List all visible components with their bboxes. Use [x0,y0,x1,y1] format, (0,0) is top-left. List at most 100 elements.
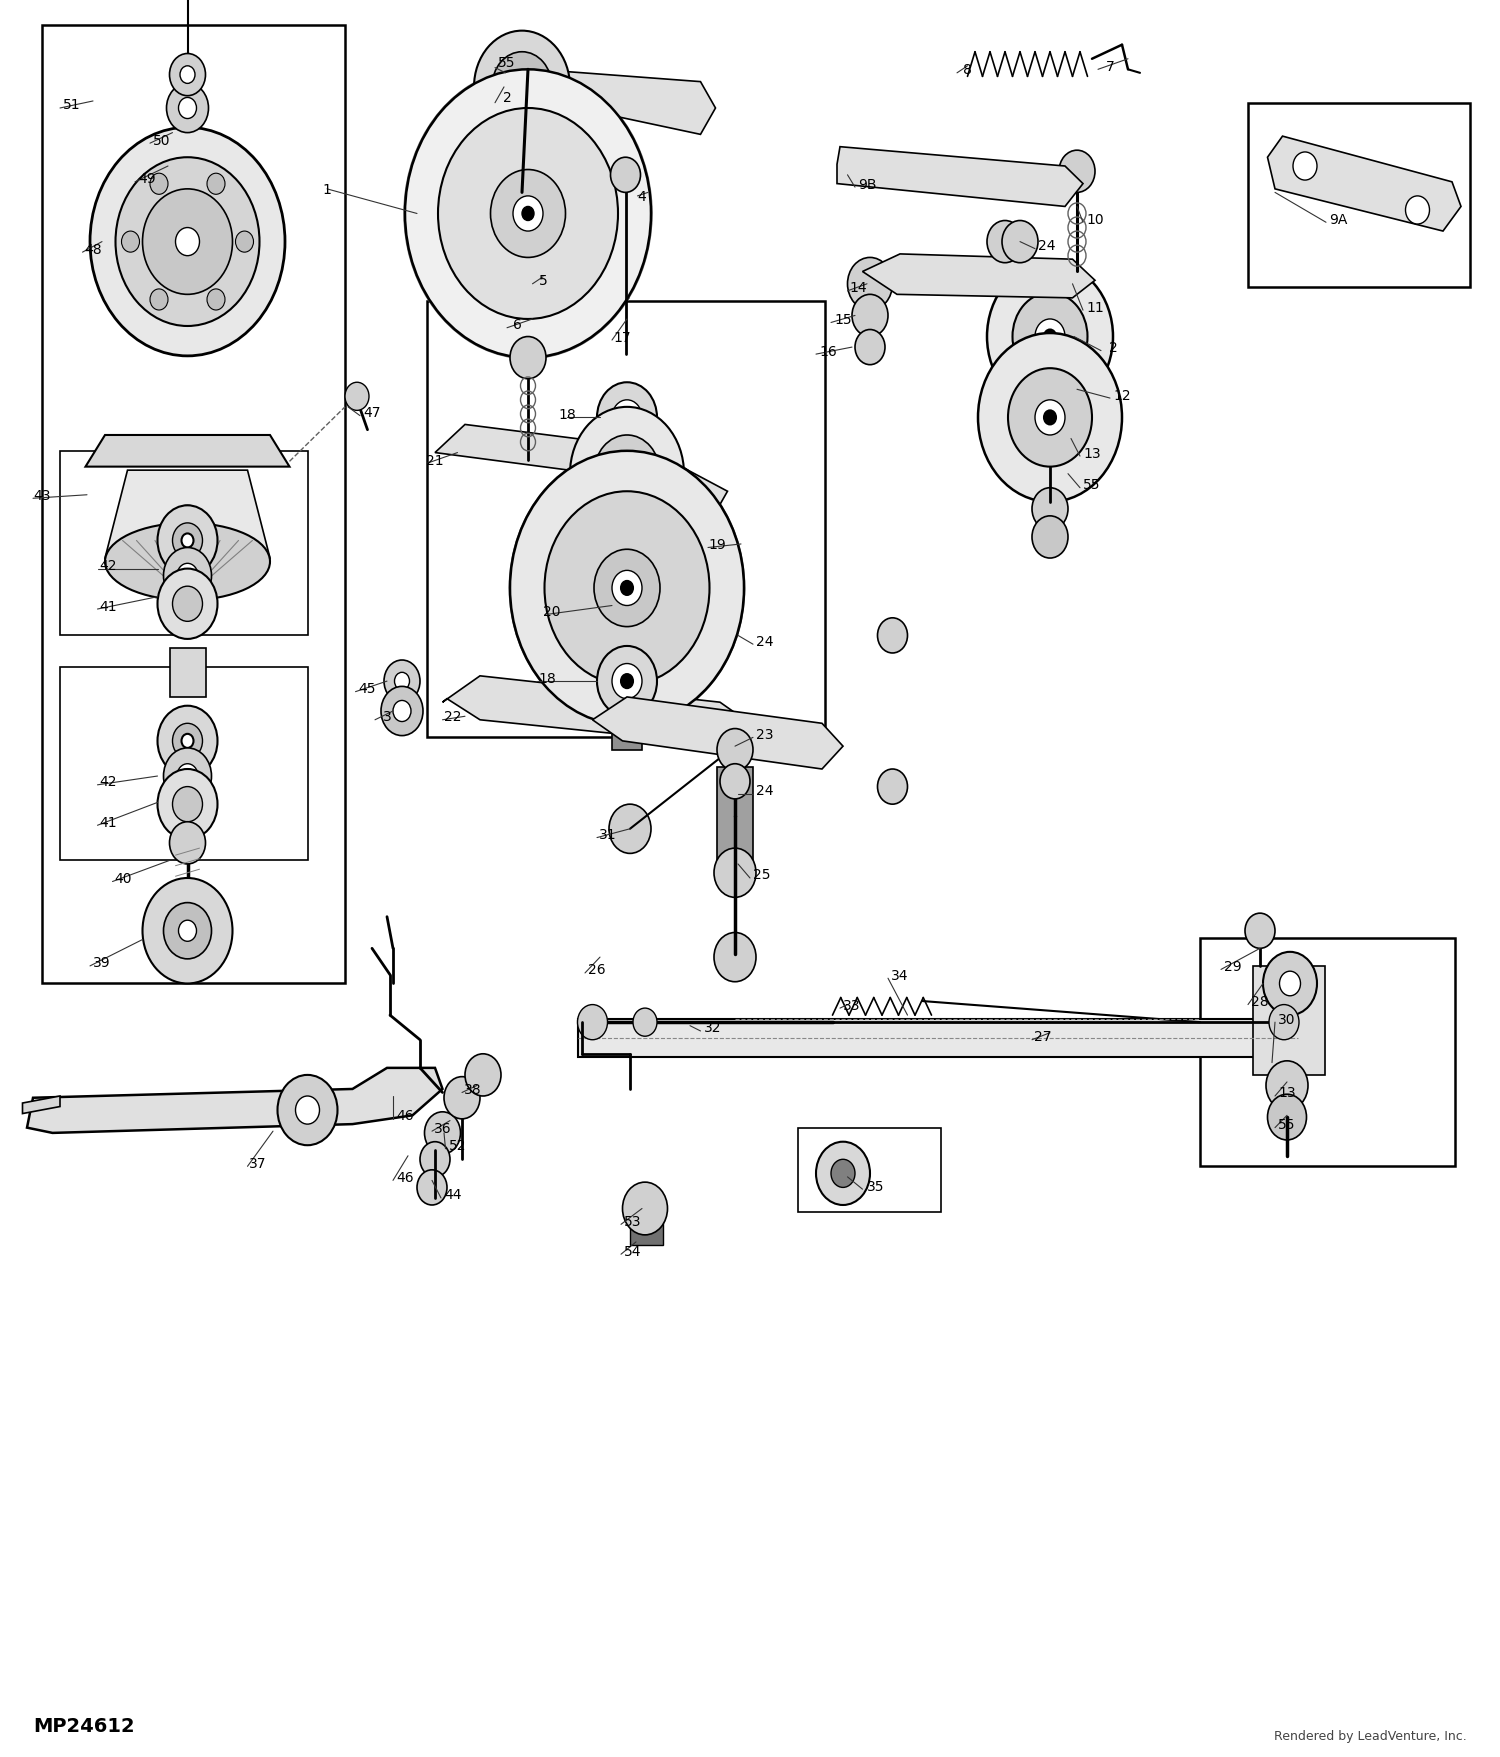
Circle shape [878,770,908,805]
Text: 30: 30 [1278,1012,1296,1026]
Circle shape [578,1005,608,1040]
Circle shape [182,734,194,748]
Circle shape [717,729,753,771]
Text: 9B: 9B [858,177,876,192]
Circle shape [1263,952,1317,1016]
Circle shape [518,83,526,93]
Circle shape [615,460,639,488]
Circle shape [177,764,198,789]
Circle shape [296,1096,320,1124]
Circle shape [1293,153,1317,181]
Text: 13: 13 [1083,446,1101,460]
Bar [42,26,345,984]
Bar [578,1019,1298,1058]
Circle shape [278,1075,338,1146]
Text: 42: 42 [99,559,117,573]
Circle shape [831,1160,855,1188]
Text: 28: 28 [1251,994,1269,1009]
Circle shape [420,1142,450,1177]
Bar [170,648,206,698]
Circle shape [164,548,211,604]
Circle shape [172,587,202,622]
Text: 25: 25 [753,868,771,882]
Circle shape [609,805,651,854]
Circle shape [612,571,642,606]
Text: 1: 1 [322,183,332,197]
Circle shape [594,550,660,627]
Circle shape [150,290,168,311]
Polygon shape [435,425,728,518]
Bar [717,768,753,870]
Circle shape [612,401,642,436]
Circle shape [90,128,285,357]
Text: 40: 40 [114,871,132,886]
Text: 55: 55 [1278,1117,1296,1132]
Text: MP24612: MP24612 [33,1717,135,1734]
Circle shape [178,921,196,942]
Text: 18: 18 [558,408,576,422]
Circle shape [544,492,710,685]
Polygon shape [1268,137,1461,232]
Circle shape [438,109,618,320]
Text: 49: 49 [138,172,156,186]
Circle shape [978,334,1122,503]
Text: 8: 8 [963,63,972,77]
Circle shape [142,190,232,295]
Text: 26: 26 [588,963,606,977]
Circle shape [847,258,892,311]
Circle shape [510,74,534,102]
Text: 31: 31 [598,828,616,842]
Circle shape [621,675,633,689]
Circle shape [158,770,218,840]
Circle shape [522,207,534,221]
Circle shape [597,647,657,717]
Circle shape [621,411,633,425]
Text: 47: 47 [363,406,381,420]
Bar [630,1221,663,1246]
Polygon shape [86,436,290,467]
Text: 10: 10 [1086,213,1104,227]
Circle shape [510,337,546,380]
Circle shape [490,170,566,258]
Circle shape [987,221,1023,264]
Text: 29: 29 [1224,959,1242,973]
Text: 24: 24 [756,634,774,648]
Circle shape [474,32,570,144]
Text: 19: 19 [708,538,726,552]
Circle shape [1008,369,1092,467]
Circle shape [1032,517,1068,559]
Text: 24: 24 [1038,239,1056,253]
Circle shape [170,54,206,97]
Circle shape [510,452,744,726]
Circle shape [1002,221,1038,264]
Text: 13: 13 [1278,1086,1296,1100]
Text: 7: 7 [1106,60,1114,74]
Text: 33: 33 [843,998,861,1012]
Text: 18: 18 [538,671,556,685]
Circle shape [150,174,168,195]
Text: 45: 45 [358,682,376,696]
Circle shape [570,408,684,541]
Circle shape [1032,488,1068,531]
Circle shape [393,701,411,722]
Circle shape [1269,1005,1299,1040]
Text: 20: 20 [543,604,561,618]
Circle shape [1406,197,1429,225]
Circle shape [236,232,254,253]
Circle shape [424,1112,460,1154]
Circle shape [444,1077,480,1119]
Text: 34: 34 [891,968,909,982]
Text: 32: 32 [704,1021,722,1035]
Circle shape [158,506,218,576]
Circle shape [714,933,756,982]
Circle shape [176,228,200,257]
Text: 54: 54 [624,1244,642,1258]
Text: 42: 42 [99,775,117,789]
Text: 9A: 9A [1329,213,1347,227]
Text: 43: 43 [33,488,51,503]
Circle shape [166,84,208,134]
Circle shape [172,724,202,759]
Circle shape [1035,401,1065,436]
Text: 55: 55 [1083,478,1101,492]
Text: 41: 41 [99,599,117,613]
